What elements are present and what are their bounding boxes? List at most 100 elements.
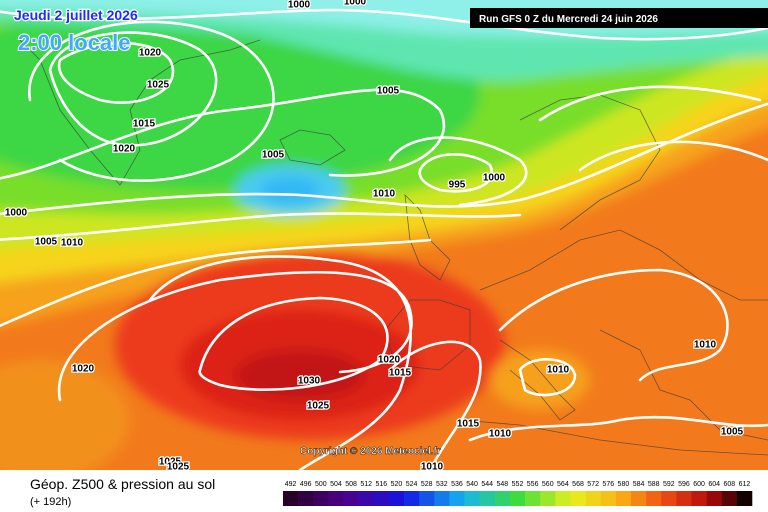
isobar-label: 1010 bbox=[547, 365, 570, 376]
scale-swatch bbox=[283, 491, 299, 506]
scale-label: 612 bbox=[739, 481, 751, 488]
scale-label: 600 bbox=[693, 481, 705, 488]
scale-swatch bbox=[494, 491, 511, 506]
scale-swatch bbox=[449, 491, 465, 506]
scale-swatch bbox=[570, 491, 586, 506]
isobar-label: 1025 bbox=[147, 80, 170, 91]
scale-swatch bbox=[676, 491, 692, 506]
scale-label: 580 bbox=[618, 481, 630, 488]
scale-label: 512 bbox=[360, 481, 372, 488]
scale-swatch bbox=[479, 491, 496, 506]
scale-swatch bbox=[434, 491, 450, 506]
scale-label: 508 bbox=[345, 481, 357, 488]
scale-label: 592 bbox=[663, 481, 675, 488]
scale-swatch bbox=[721, 491, 738, 506]
scale-swatch bbox=[555, 491, 571, 506]
color-scale: 492 496 500 504 508 512 516 520 524 528 532 536 540 5… bbox=[283, 481, 753, 506]
isobar-label: 1000 bbox=[483, 173, 506, 184]
scale-label: 596 bbox=[678, 481, 690, 488]
scale-swatch bbox=[736, 491, 753, 506]
scale-swatch bbox=[298, 491, 314, 506]
isobar-label: 995 bbox=[449, 180, 466, 191]
isobars bbox=[0, 8, 768, 470]
scale-label: 548 bbox=[497, 481, 509, 488]
scale-swatch bbox=[343, 491, 359, 506]
scale-swatch bbox=[600, 491, 617, 506]
isobar-label: 1005 bbox=[377, 86, 400, 97]
scale-label: 604 bbox=[708, 481, 720, 488]
field: 1000 100010201025101510201005100510109951… bbox=[0, 0, 768, 473]
isobar-labels: 1000 100010201025101510201005100510109951… bbox=[4, 0, 745, 473]
forecast-time: 2:00 locale bbox=[18, 30, 131, 55]
scale-swatch bbox=[661, 491, 677, 506]
scale-label: 520 bbox=[391, 481, 403, 488]
isobar-label: 1020 bbox=[72, 364, 95, 375]
scale-label: 560 bbox=[542, 481, 554, 488]
scale-label: 524 bbox=[406, 481, 418, 488]
scale-swatch bbox=[419, 491, 435, 506]
forecast-date: Jeudi 2 juillet 2026 bbox=[14, 7, 138, 23]
scale-label: 556 bbox=[527, 481, 539, 488]
isobar-label: 1000 bbox=[288, 0, 311, 11]
isobar-label: 1020 bbox=[378, 355, 401, 366]
scale-label: 516 bbox=[375, 481, 387, 488]
isobar-label: 1010 bbox=[61, 238, 84, 249]
scale-label: 572 bbox=[587, 481, 599, 488]
scale-swatch bbox=[358, 491, 375, 506]
legend-subtitle: (+ 192h) bbox=[30, 496, 71, 508]
scale-swatch bbox=[328, 491, 344, 506]
isobar-label: 1010 bbox=[489, 429, 512, 440]
scale-label: 504 bbox=[330, 481, 342, 488]
scale-swatch bbox=[404, 491, 420, 506]
legend-title: Géop. Z500 & pression au sol bbox=[30, 476, 215, 492]
isobar-label: 1005 bbox=[721, 427, 744, 438]
scale-swatch bbox=[615, 491, 632, 506]
scale-swatch bbox=[585, 491, 602, 506]
scale-swatch bbox=[373, 491, 390, 506]
isobar-label: 1020 bbox=[139, 48, 162, 59]
scale-swatch bbox=[388, 491, 405, 506]
scale-swatch bbox=[630, 491, 647, 506]
scale-swatch bbox=[313, 491, 329, 506]
scale-label: 552 bbox=[512, 481, 524, 488]
scale-swatch bbox=[691, 491, 707, 506]
isobar-label: 1015 bbox=[389, 368, 412, 379]
scale-label: 528 bbox=[421, 481, 433, 488]
scale-swatch bbox=[706, 491, 723, 506]
scale-label: 568 bbox=[572, 481, 584, 488]
scale-label: 584 bbox=[633, 481, 645, 488]
scale-label: 576 bbox=[602, 481, 614, 488]
scale-label: 536 bbox=[451, 481, 463, 488]
isobar-label: 1000 bbox=[5, 208, 28, 219]
scale-swatch bbox=[646, 491, 662, 506]
isobar-label: 1015 bbox=[133, 119, 156, 130]
isobar-label: 1010 bbox=[373, 189, 396, 200]
scale-label: 588 bbox=[648, 481, 660, 488]
scale-label: 492 bbox=[285, 481, 297, 488]
isobar-label: 1025 bbox=[307, 401, 330, 412]
scale-label: 500 bbox=[315, 481, 327, 488]
scale-label: 564 bbox=[557, 481, 569, 488]
isobar-label: 1005 bbox=[35, 237, 58, 248]
copyright: Copyright © 2026 Meteociel.fr bbox=[300, 446, 441, 457]
scale-label: 532 bbox=[436, 481, 448, 488]
run-box bbox=[470, 8, 768, 28]
scale-label: 540 bbox=[466, 481, 478, 488]
scale-swatch bbox=[540, 491, 556, 506]
scale-swatch bbox=[525, 491, 541, 506]
isobar-label: 1020 bbox=[113, 144, 136, 155]
isobar-label: 1010 bbox=[421, 462, 444, 473]
isobar-label: 1010 bbox=[694, 340, 717, 351]
isobar-label: 1000 bbox=[344, 0, 367, 8]
isobar-label: 1025 bbox=[167, 462, 190, 473]
scale-label: 544 bbox=[481, 481, 493, 488]
scale-swatch bbox=[464, 491, 480, 506]
scale-label: 496 bbox=[300, 481, 312, 488]
isobar-label: 1015 bbox=[457, 419, 480, 430]
isobar-label: 1030 bbox=[298, 376, 321, 387]
run-info: Run GFS 0 Z du Mercredi 24 juin 2026 bbox=[479, 14, 658, 25]
isobar-label: 1005 bbox=[262, 150, 285, 161]
scale-label: 608 bbox=[723, 481, 735, 488]
isobar-label: 1025 bbox=[159, 457, 182, 468]
